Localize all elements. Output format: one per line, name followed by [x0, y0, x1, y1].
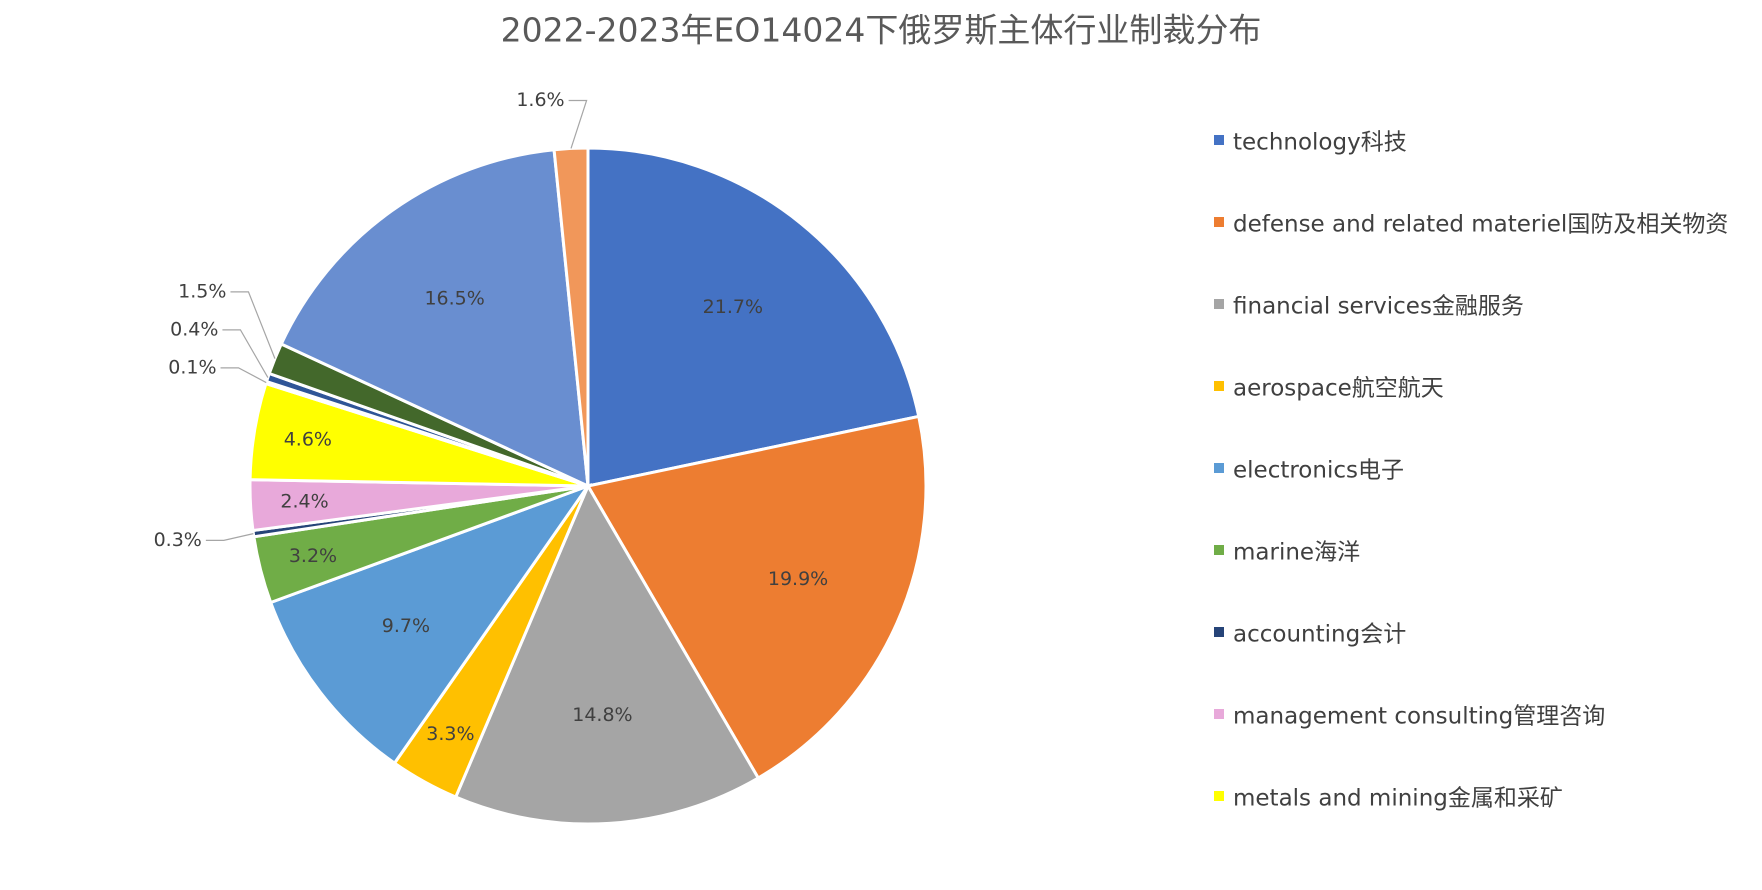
- legend-marker: [1214, 381, 1224, 391]
- data-label: 1.6%: [516, 89, 564, 111]
- legend-label: marine海洋: [1233, 540, 1360, 566]
- data-label: 14.8%: [572, 704, 632, 726]
- pie-slice: [585, 414, 928, 781]
- leader-line: [222, 329, 269, 378]
- pie-slice: [279, 148, 590, 489]
- data-label: 16.5%: [424, 287, 484, 309]
- legend-marker: [1214, 217, 1224, 227]
- leader-line: [230, 291, 276, 359]
- legend-marker: [1214, 709, 1224, 719]
- pie-slice: [552, 146, 590, 487]
- legend-label: metals and mining金属和采矿: [1233, 786, 1563, 812]
- legend-label: electronics电子: [1233, 458, 1404, 484]
- legend-label: accounting会计: [1233, 622, 1406, 648]
- legend-marker: [1214, 463, 1224, 473]
- data-label: 9.7%: [382, 615, 430, 637]
- legend-marker: [1214, 135, 1224, 145]
- leader-line: [568, 99, 588, 149]
- legend-label: technology科技: [1233, 130, 1407, 156]
- legend-label: defense and related materiel国防及相关物资: [1233, 212, 1728, 238]
- data-label: 1.5%: [178, 280, 226, 302]
- legend-marker: [1214, 791, 1224, 801]
- data-label: 4.6%: [284, 428, 332, 450]
- legend-marker: [1214, 545, 1224, 555]
- leader-line: [220, 367, 267, 384]
- data-label: 0.4%: [170, 318, 218, 340]
- data-label: 3.3%: [426, 723, 474, 745]
- pie-slice: [586, 146, 921, 488]
- data-label: 19.9%: [768, 568, 828, 590]
- data-label: 21.7%: [703, 296, 763, 318]
- data-label: 2.4%: [280, 491, 328, 513]
- data-label: 0.3%: [154, 529, 202, 551]
- legend-label: management consulting管理咨询: [1233, 704, 1605, 730]
- legend-label: aerospace航空航天: [1233, 376, 1444, 402]
- data-label: 3.2%: [289, 545, 337, 567]
- legend-marker: [1214, 299, 1224, 309]
- legend-label: financial services金融服务: [1233, 294, 1524, 320]
- data-label: 0.1%: [168, 356, 216, 378]
- legend-marker: [1214, 627, 1224, 637]
- leader-line: [205, 533, 254, 541]
- chart-title: 2022-2023年EO14024下俄罗斯主体行业制裁分布: [501, 11, 1262, 50]
- pie-slice: [453, 482, 761, 826]
- pie-slice: [268, 482, 592, 766]
